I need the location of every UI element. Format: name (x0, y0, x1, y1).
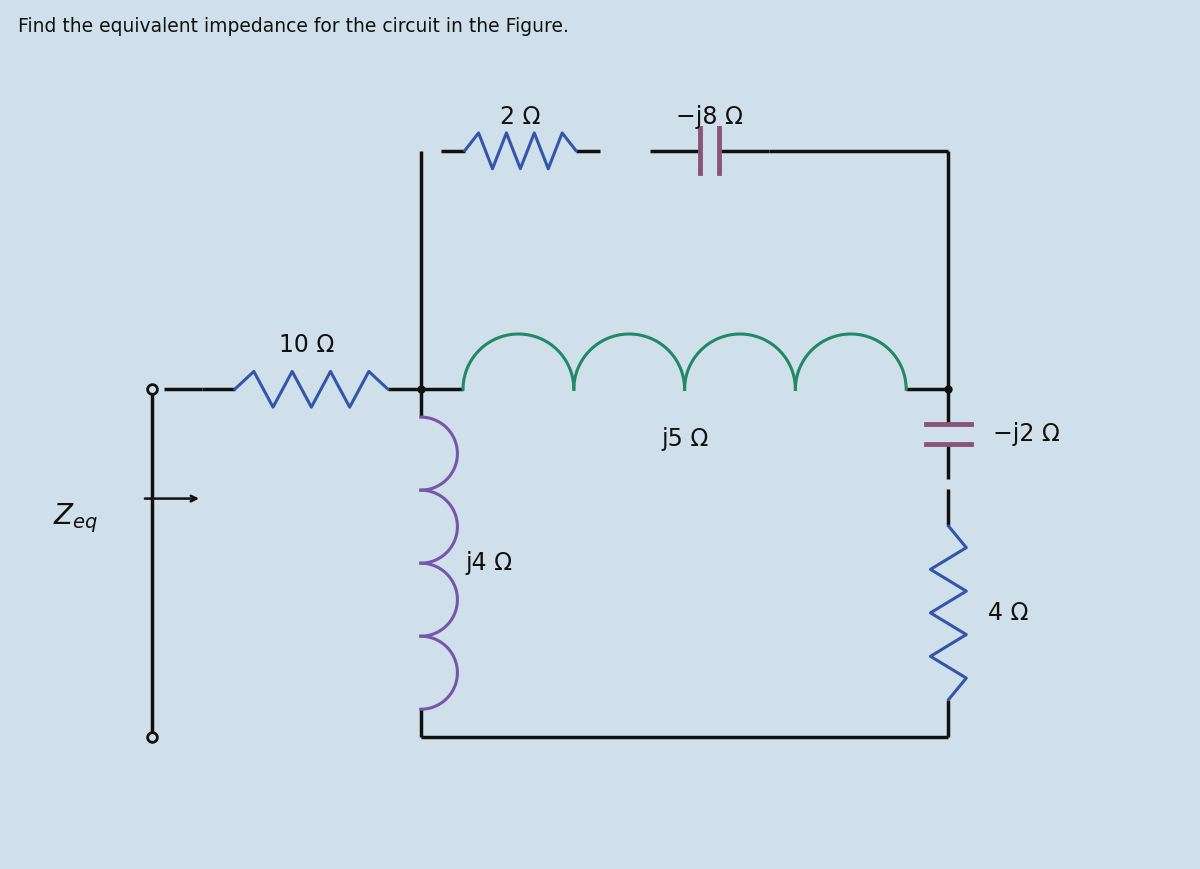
Text: $Z_{eq}$: $Z_{eq}$ (53, 501, 97, 535)
Text: −j2 Ω: −j2 Ω (994, 422, 1060, 446)
Text: 4 Ω: 4 Ω (988, 600, 1028, 625)
Text: j4 Ω: j4 Ω (466, 551, 512, 575)
Text: 10 Ω: 10 Ω (278, 334, 334, 357)
Text: 2 Ω: 2 Ω (500, 105, 541, 129)
Text: Find the equivalent impedance for the circuit in the Figure.: Find the equivalent impedance for the ci… (18, 17, 569, 36)
Text: −j8 Ω: −j8 Ω (676, 105, 743, 129)
Text: j5 Ω: j5 Ω (661, 427, 708, 451)
